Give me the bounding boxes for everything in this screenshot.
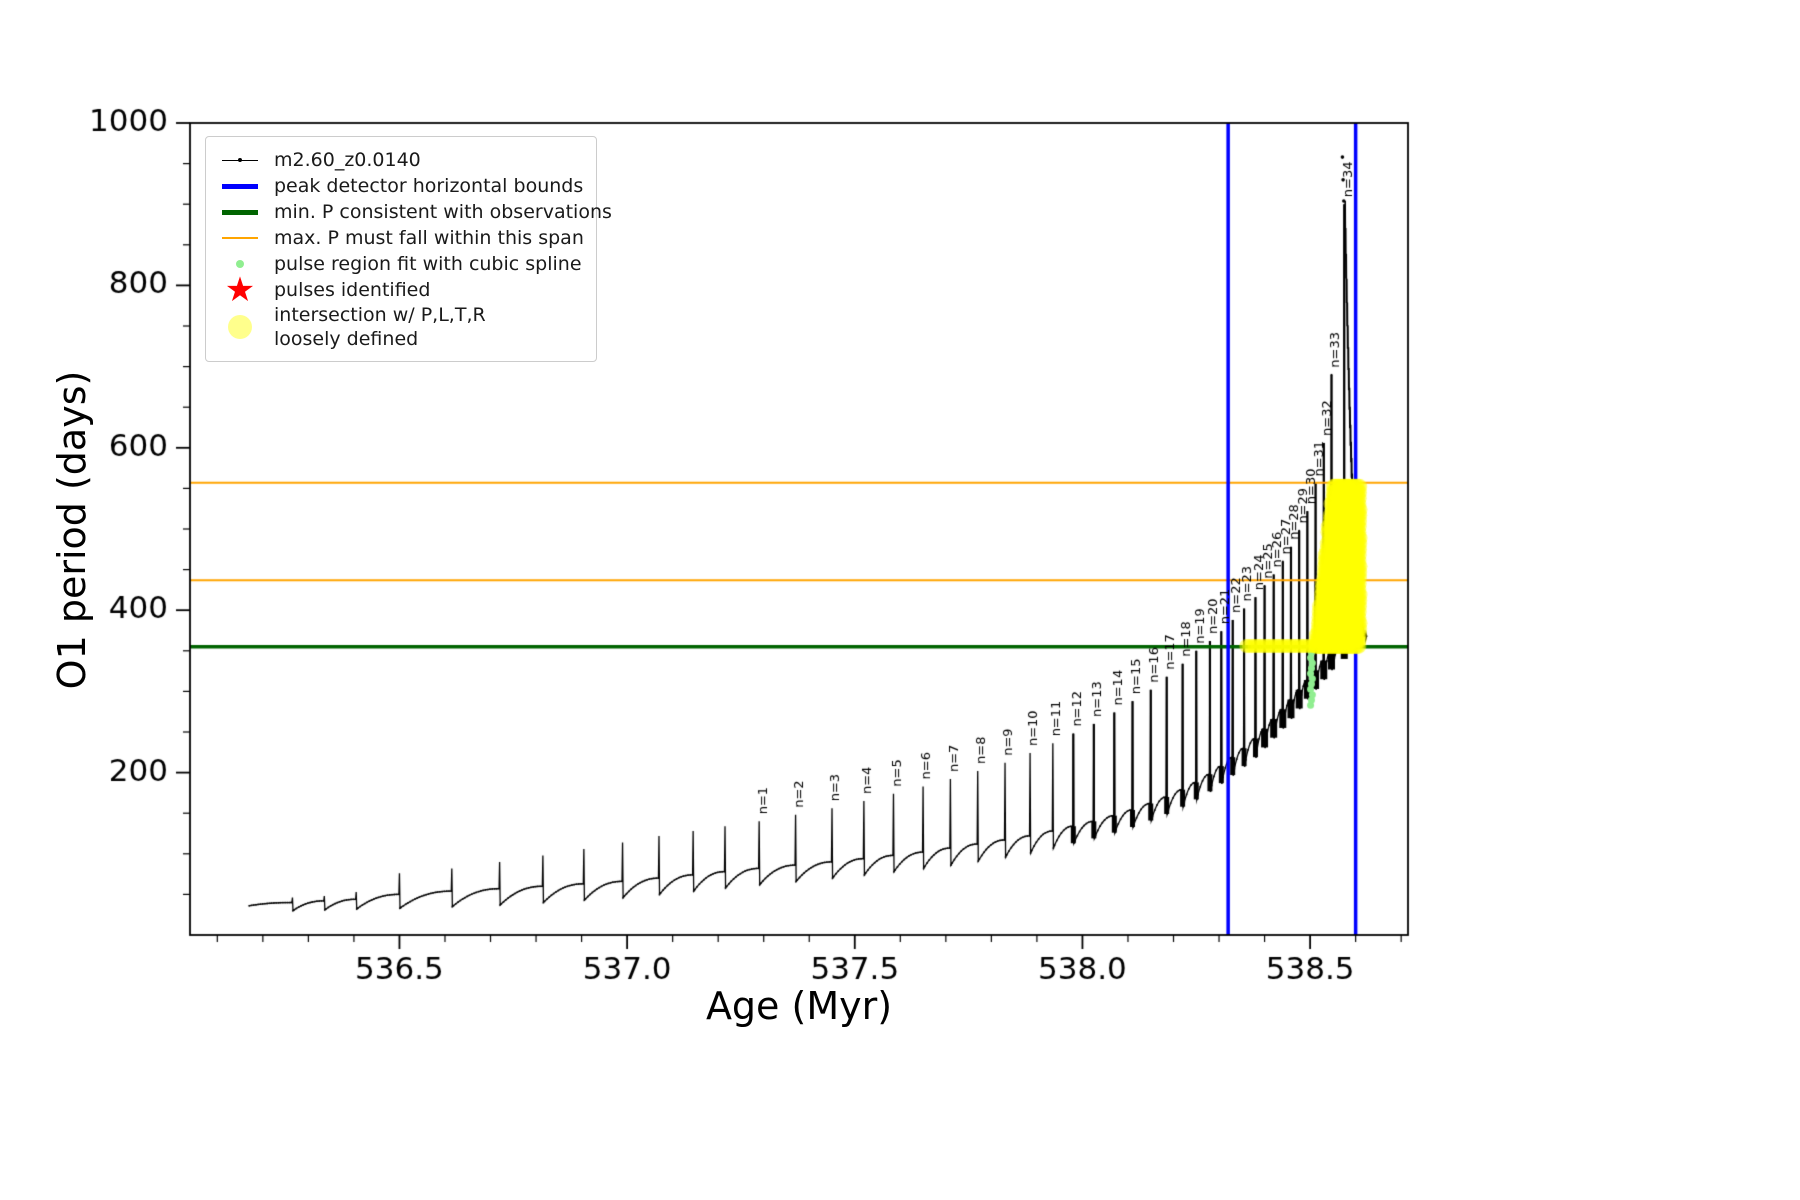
x-axis-label: Age (Myr): [705, 984, 893, 1028]
legend-label: peak detector horizontal bounds: [274, 175, 584, 197]
green-dot-icon: [218, 260, 262, 268]
legend-item-max-p: max. P must fall within this span: [218, 225, 584, 251]
legend-item-peak-bounds: peak detector horizontal bounds: [218, 173, 584, 199]
legend-item-series: m2.60_z0.0140: [218, 147, 582, 173]
series-line-icon: [218, 158, 262, 162]
star-icon: ★: [224, 270, 256, 310]
green-line-icon: [218, 209, 262, 215]
legend-label: max. P must fall within this span: [274, 227, 584, 249]
legend-item-intersection: intersection w/ P,L,T,R loosely defined: [218, 303, 582, 351]
legend-item-spline: pulse region fit with cubic spline: [218, 251, 582, 277]
legend-label: min. P consistent with observations: [274, 201, 612, 223]
legend: m2.60_z0.0140 peak detector horizontal b…: [205, 136, 612, 362]
legend-label: intersection w/ P,L,T,R loosely defined: [274, 304, 486, 350]
orange-line-icon: [218, 236, 262, 240]
yellow-circle-icon: [218, 315, 262, 339]
blue-line-icon: [218, 183, 262, 189]
legend-label: pulses identified: [274, 279, 431, 301]
legend-item-pulses: ★ pulses identified: [218, 270, 582, 310]
legend-item-min-p: min. P consistent with observations: [218, 199, 612, 225]
legend-label: pulse region fit with cubic spline: [274, 253, 582, 275]
legend-label: m2.60_z0.0140: [274, 149, 421, 171]
y-axis-label: O1 period (days): [50, 370, 94, 690]
